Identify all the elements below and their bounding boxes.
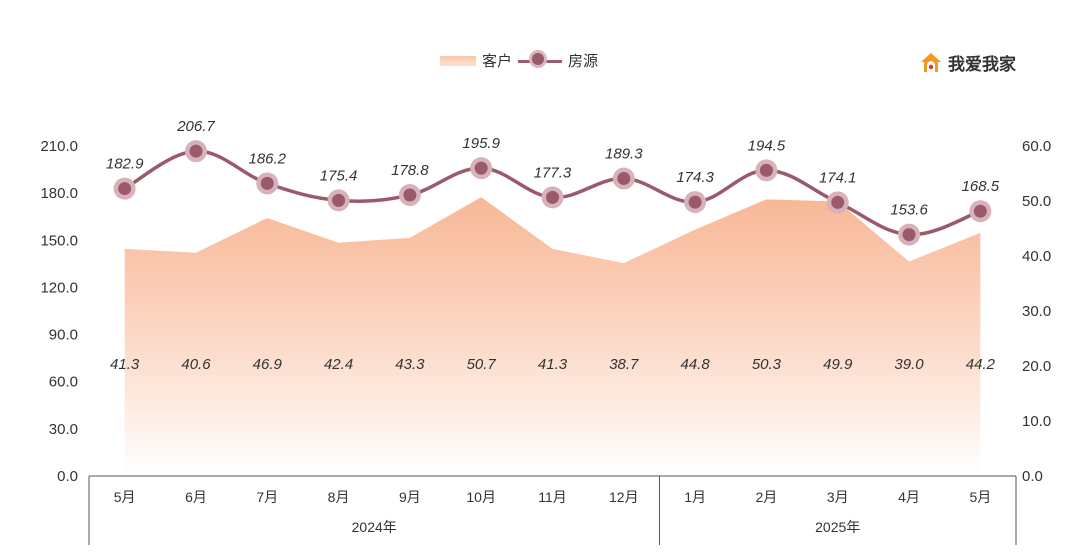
x-tick-label: 3月 [827, 489, 849, 505]
y-right-tick-label: 50.0 [1022, 193, 1051, 210]
listings-data-label: 182.9 [106, 156, 144, 173]
listings-point [260, 176, 274, 190]
customers-data-label: 44.2 [966, 356, 996, 373]
house-logo-icon [921, 52, 941, 72]
listings-point [189, 144, 203, 158]
customers-data-label: 41.3 [110, 356, 140, 373]
x-tick-label: 4月 [898, 489, 920, 505]
listings-point [546, 190, 559, 204]
customers-data-label: 50.7 [467, 356, 497, 373]
y-left-tick-label: 60.0 [49, 374, 78, 391]
listings-data-label: 168.5 [962, 178, 1000, 195]
listings-point [759, 163, 773, 177]
y-left-tick-label: 210.0 [40, 138, 78, 155]
y-left-tick-label: 120.0 [40, 279, 78, 296]
legend-label-customers: 客户 [482, 53, 513, 70]
x-tick-label: 6月 [185, 489, 207, 505]
listings-data-label: 153.6 [890, 202, 928, 219]
customers-data-label: 49.9 [823, 356, 853, 373]
listings-data-label: 174.3 [676, 169, 714, 186]
customers-data-label: 38.7 [609, 356, 639, 373]
customers-data-label: 39.0 [894, 356, 924, 373]
x-tick-label: 2月 [756, 489, 778, 505]
listings-data-label: 189.3 [605, 146, 643, 163]
y-right-tick-label: 0.0 [1022, 468, 1043, 485]
x-tick-label: 9月 [399, 489, 421, 505]
legend-label-listings: 房源 [568, 53, 599, 70]
listings-point [403, 188, 417, 202]
y-right-tick-label: 60.0 [1022, 138, 1051, 155]
listings-data-label: 178.8 [391, 162, 429, 179]
y-left-tick-label: 150.0 [40, 232, 78, 249]
listings-point [831, 195, 845, 209]
legend-swatch-listings [518, 52, 563, 69]
listings-point [973, 204, 987, 218]
y-left-tick-label: 0.0 [57, 468, 78, 485]
listings-data-label: 174.1 [819, 169, 857, 186]
x-tick-label: 8月 [328, 489, 350, 505]
listings-point [118, 182, 132, 196]
listings-data-label: 195.9 [462, 135, 500, 152]
x-tick-label: 1月 [684, 489, 706, 505]
listings-data-label: 194.5 [748, 137, 786, 154]
y-right-tick-label: 20.0 [1022, 358, 1051, 375]
x-tick-label: 5月 [114, 489, 136, 505]
customers-data-label: 44.8 [681, 356, 711, 373]
x-tick-label: 10月 [466, 489, 496, 505]
x-tick-label: 11月 [538, 489, 567, 505]
listings-data-label: 186.2 [248, 150, 286, 167]
y-right-tick-label: 10.0 [1022, 413, 1051, 430]
area-customers [124, 197, 981, 476]
x-axis-group-label: 2025年 [815, 519, 860, 535]
listings-data-label: 177.3 [534, 164, 572, 181]
x-tick-label: 5月 [969, 489, 991, 505]
customers-data-label: 42.4 [324, 356, 353, 373]
customers-data-label: 43.3 [395, 356, 425, 373]
customers-data-label: 46.9 [253, 356, 283, 373]
listings-data-label: 206.7 [176, 118, 215, 135]
y-right-tick-label: 40.0 [1022, 248, 1051, 265]
customers-data-label: 40.6 [181, 356, 211, 373]
brand-logo: 我爱我家 [920, 50, 1016, 75]
listings-point [617, 172, 631, 186]
x-axis-group-label: 2024年 [352, 519, 397, 535]
y-left-tick-label: 180.0 [40, 185, 78, 202]
legend-swatch-customers [440, 55, 476, 66]
y-left-tick-label: 30.0 [49, 421, 78, 438]
y-left-tick-label: 90.0 [49, 327, 78, 344]
customers-data-label: 50.3 [752, 356, 782, 373]
listings-point [474, 161, 488, 175]
y-right-tick-label: 30.0 [1022, 303, 1051, 320]
brand-name: 我爱我家 [948, 55, 1016, 74]
customers-data-label: 41.3 [538, 356, 568, 373]
listings-point [688, 195, 702, 209]
x-tick-label: 7月 [256, 489, 278, 505]
listings-point [332, 193, 346, 207]
x-tick-label: 12月 [609, 489, 639, 505]
listings-data-label: 175.4 [320, 167, 358, 184]
listings-point [902, 228, 916, 242]
legend: 客户 房源 [440, 50, 598, 71]
